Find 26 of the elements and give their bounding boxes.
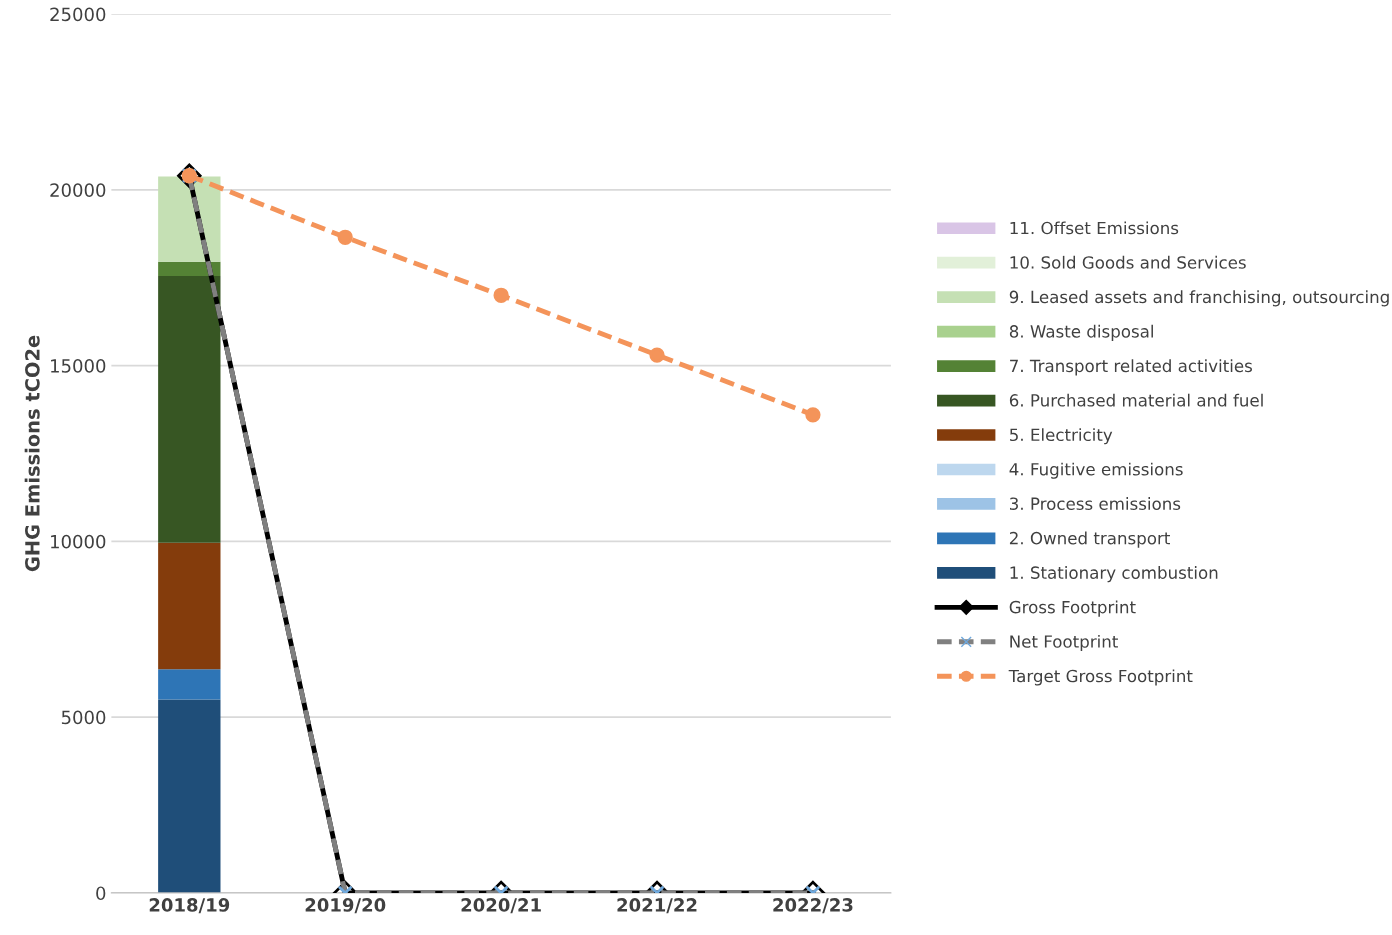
x-tick-label: 2018/19 — [149, 898, 230, 914]
y-tick-label: 25000 — [50, 7, 106, 22]
legend-label: 2. Owned transport — [1009, 531, 1170, 548]
x-tick-label: 2021/22 — [617, 898, 697, 914]
y-tick-label: 10000 — [51, 534, 106, 549]
y-tick-label: 20000 — [50, 183, 106, 197]
y-tick-label: 0 — [96, 886, 106, 901]
x-tick-label: 2019/20 — [305, 898, 386, 914]
legend-label: Gross Footprint — [1009, 600, 1136, 617]
x-tick-label: 2020/21 — [461, 898, 541, 914]
legend-label: 11. Offset Emissions — [1010, 221, 1179, 235]
y-tick-label: 15000 — [51, 359, 106, 373]
y-axis-title: GHG Emissions tCO2e — [24, 335, 40, 572]
legend-label: Target Gross Footprint — [1008, 669, 1193, 686]
legend-label: 1. Stationary combustion — [1010, 566, 1218, 583]
legend-label: 10. Sold Goods and Services — [1010, 255, 1246, 269]
legend-label: 5. Electricity — [1010, 428, 1113, 445]
y-tick-label: 5000 — [61, 710, 106, 725]
legend-label: 6. Purchased material and fuel — [1009, 393, 1263, 407]
legend-label: 3. Process emissions — [1010, 497, 1181, 511]
legend-label: 9. Leased assets and franchising, outsourcing — [1009, 290, 1389, 307]
legend-label: Net Footprint — [1010, 634, 1118, 652]
legend-label: 7. Transport related activities — [1010, 359, 1252, 376]
legend-label: 8. Waste disposal — [1009, 324, 1153, 341]
x-tick-label: 2022/23 — [773, 898, 853, 914]
legend-label: 4. Fugitive emissions — [1009, 462, 1183, 479]
